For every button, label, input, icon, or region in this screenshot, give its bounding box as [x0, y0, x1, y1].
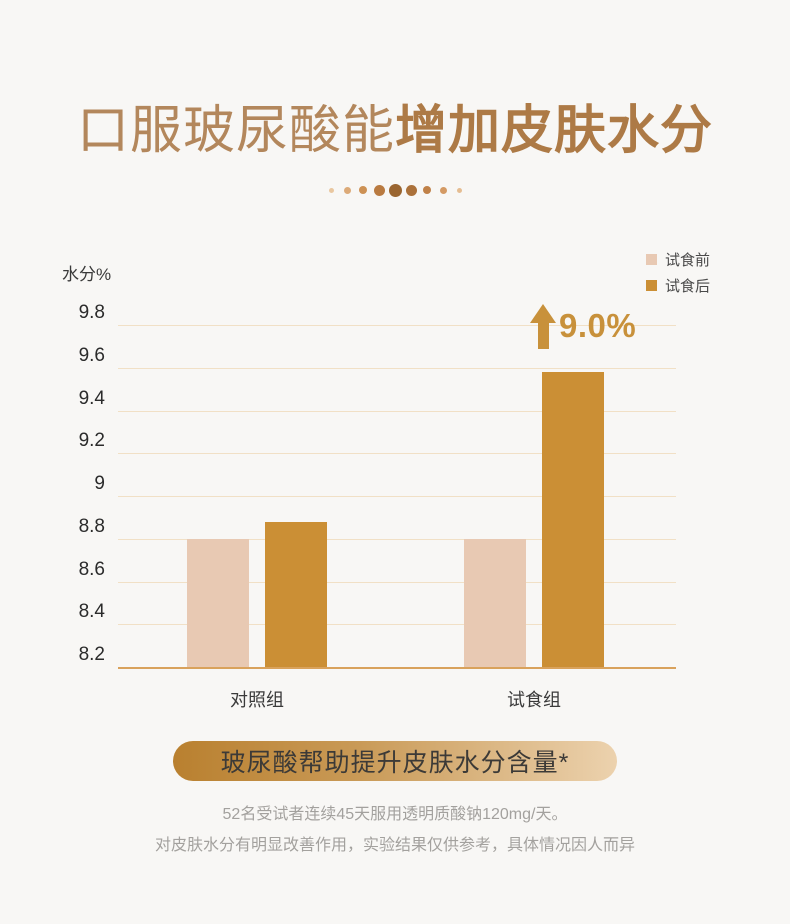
- carousel-dot-8: [435, 178, 451, 202]
- footnote-line1: 52名受试者连续45天服用透明质酸钠120mg/天。: [222, 806, 568, 823]
- gridline-8.8: [118, 538, 676, 540]
- footnote-line2: 对皮肤水分有明显改善作用，实验结果仅供参考，具体情况因人而异: [154, 837, 635, 854]
- y-tick-8.8: 8.8: [78, 515, 105, 537]
- y-axis-label: 水分%: [62, 265, 112, 284]
- up-arrow-head: [530, 303, 556, 323]
- legend-item-before: 试食前: [646, 246, 710, 272]
- gridline-9.6: [118, 367, 676, 369]
- x-tick-试食组: 试食组: [507, 690, 561, 710]
- carousel-dot-1: [323, 178, 339, 202]
- x-tick-对照组: 对照组: [230, 690, 284, 710]
- gridline-9.2: [118, 453, 676, 455]
- carousel-dot-7: [419, 178, 435, 202]
- increase-annotation: 9.0%: [530, 302, 636, 350]
- up-arrow-icon: [530, 303, 556, 349]
- y-tick-9.6: 9.6: [78, 344, 105, 366]
- gridline-9.4: [118, 410, 676, 412]
- y-tick-9: 9: [94, 473, 105, 494]
- gridline-8.2: [118, 667, 676, 669]
- carousel-dots: [323, 178, 467, 202]
- legend-swatch-after: [646, 279, 657, 291]
- carousel-dot-5: [387, 178, 403, 202]
- carousel-dot-9: [451, 178, 467, 202]
- gridline-8.6: [118, 581, 676, 583]
- y-tick-9.8: 9.8: [78, 302, 105, 323]
- bar-对照组-试食后: [265, 521, 327, 667]
- page-title-regular: 口服玻尿酸能: [76, 102, 395, 160]
- y-tick-8.6: 8.6: [78, 558, 105, 580]
- claim-banner: 玻尿酸帮助提升皮肤水分含量*: [173, 741, 617, 781]
- increase-value: 9.0%: [559, 307, 637, 344]
- gridline-8.4: [118, 624, 676, 626]
- up-arrow-stem: [537, 322, 549, 349]
- bar-试食组-试食前: [464, 538, 526, 667]
- chart-legend: 试食前 试食后: [646, 246, 710, 298]
- y-tick-8.4: 8.4: [78, 601, 105, 623]
- page-title: 口服玻尿酸能增加皮肤水分: [0, 88, 790, 163]
- carousel-dot-3: [355, 178, 371, 202]
- page-title-bold: 增加皮肤水分: [395, 102, 714, 160]
- legend-label-before: 试食前: [665, 251, 711, 269]
- claim-banner-text: 玻尿酸帮助提升皮肤水分含量*: [220, 749, 570, 777]
- carousel-dot-6: [403, 178, 419, 202]
- legend-swatch-before: [646, 253, 657, 265]
- footnote: 52名受试者连续45天服用透明质酸钠120mg/天。 对皮肤水分有明显改善作用，…: [0, 799, 790, 861]
- legend-item-after: 试食后: [646, 272, 710, 298]
- y-tick-9.2: 9.2: [78, 430, 105, 452]
- carousel-dot-4: [371, 178, 387, 202]
- gridline-9: [118, 496, 676, 497]
- y-tick-8.2: 8.2: [78, 644, 105, 665]
- y-tick-9.4: 9.4: [78, 387, 105, 409]
- bar-对照组-试食前: [187, 538, 249, 667]
- legend-label-after: 试食后: [665, 277, 711, 295]
- gridline-9.8: [118, 325, 676, 326]
- carousel-dot-2: [339, 178, 355, 202]
- bar-试食组-试食后: [542, 372, 604, 667]
